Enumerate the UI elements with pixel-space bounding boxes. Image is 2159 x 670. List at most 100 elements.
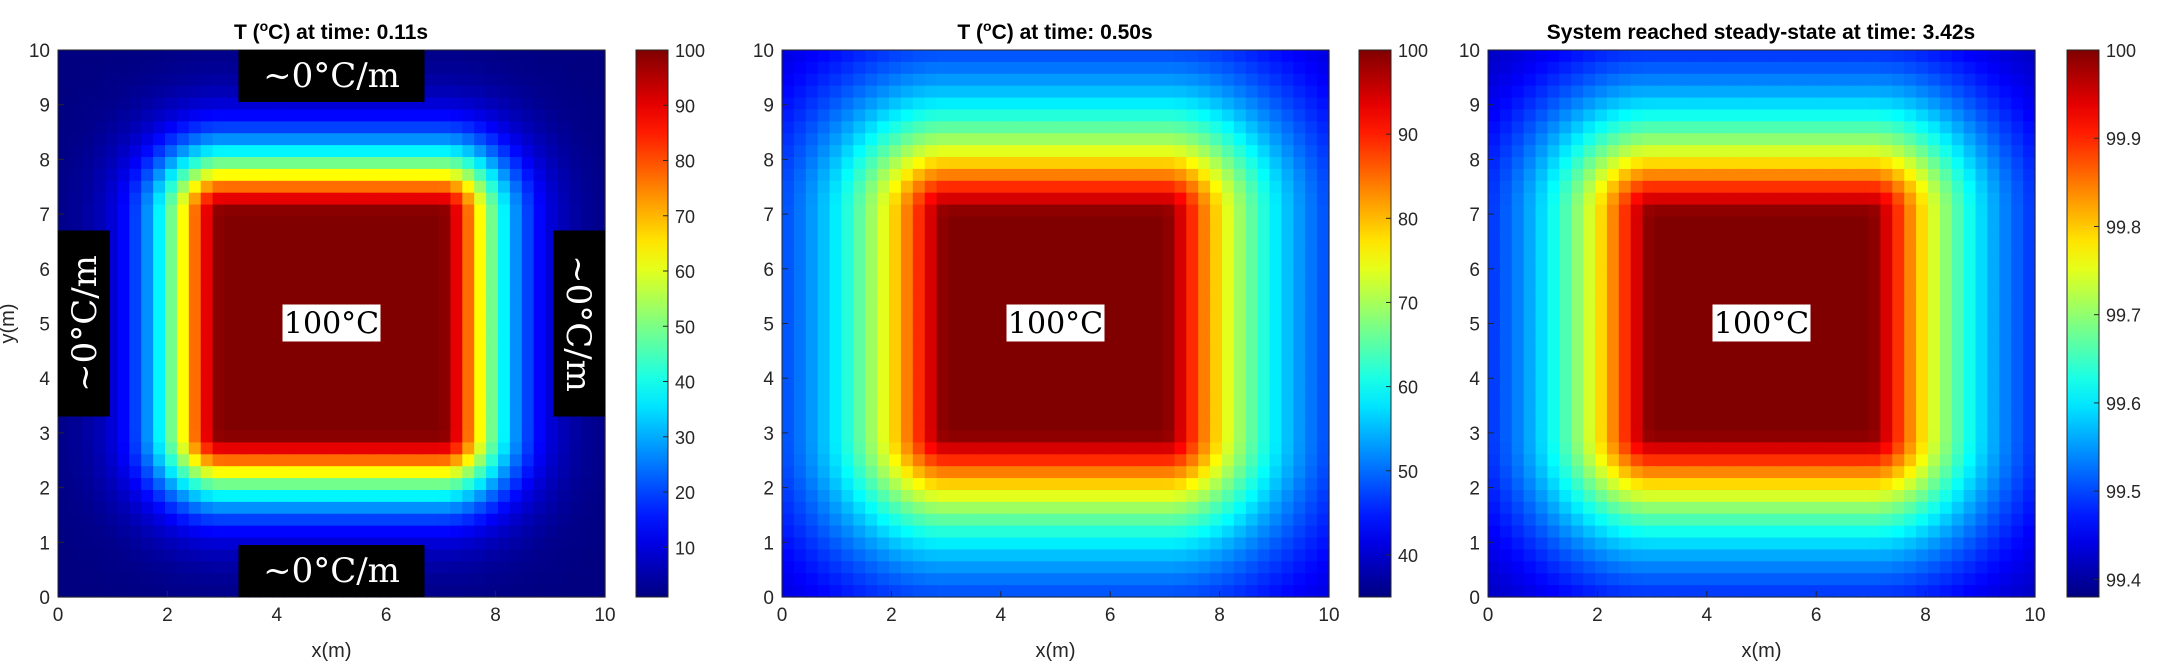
heatmap-cell [912, 323, 926, 336]
heatmap-cell [426, 430, 440, 444]
heatmap-cell [176, 359, 190, 372]
heatmap-cell [782, 406, 795, 420]
heatmap-cell [1233, 382, 1247, 396]
heatmap-cell [426, 573, 440, 586]
heatmap-cell [1269, 335, 1283, 348]
heatmap-cell [153, 430, 166, 444]
heatmap-cell [450, 585, 463, 598]
heatmap-cell [805, 275, 819, 289]
heatmap-cell [1174, 371, 1187, 384]
colorbar-tick-label: 10 [675, 538, 695, 558]
heatmap-cell [1293, 585, 1306, 598]
heatmap-cell [1138, 537, 1152, 551]
heatmap-cell [414, 204, 428, 218]
heatmap-cell [1987, 157, 2000, 170]
heatmap-cell [58, 145, 71, 158]
heatmap-cell [1233, 489, 1247, 503]
heatmap-cell [1583, 97, 1596, 111]
heatmap-cell [129, 513, 142, 527]
heatmap-cell [1916, 192, 1929, 206]
heatmap-cell [569, 513, 582, 527]
heatmap-cell [972, 466, 985, 479]
heatmap-cell [272, 109, 285, 122]
heatmap-cell [1511, 192, 1525, 206]
heatmap-cell [1174, 204, 1187, 218]
heatmap-cell [81, 489, 95, 503]
colorbar-tick-label: 30 [675, 428, 695, 448]
heatmap-cell [224, 85, 237, 99]
heatmap-cell [782, 442, 795, 455]
heatmap-cell [331, 109, 344, 122]
heatmap-cell [81, 109, 95, 122]
x-axis-label: x(m) [1036, 640, 1076, 662]
heatmap-cell [805, 525, 819, 539]
heatmap-cell [236, 228, 249, 241]
heatmap-cell [319, 287, 333, 301]
heatmap-cell [212, 157, 226, 170]
heatmap-cell [1523, 192, 1537, 206]
heatmap-cell [367, 275, 380, 289]
heatmap-cell [188, 264, 202, 277]
heatmap-cell [829, 299, 843, 313]
heatmap-cell [367, 180, 380, 194]
heatmap-cell [817, 430, 831, 444]
heatmap-cell [283, 180, 297, 194]
heatmap-cell [900, 204, 914, 218]
heatmap-cell [141, 573, 154, 586]
heatmap-cell [402, 430, 416, 444]
heatmap-cell [900, 109, 914, 122]
heatmap-cell [1174, 525, 1187, 539]
heatmap-cell [996, 454, 1009, 467]
heatmap-cell [1868, 133, 1882, 146]
heatmap-cell [474, 287, 487, 301]
heatmap-cell [1939, 192, 1953, 206]
heatmap-cell [355, 216, 368, 229]
heatmap-cell [58, 97, 71, 111]
heatmap-cell [1079, 466, 1092, 479]
heatmap-cell [379, 157, 392, 170]
heatmap-cell [1880, 157, 1893, 170]
heatmap-cell [996, 121, 1009, 134]
heatmap-cell [924, 109, 938, 122]
heatmap-cell [1880, 61, 1893, 75]
heatmap-cell [853, 133, 866, 146]
heatmap-cell [224, 168, 237, 182]
heatmap-cell [1595, 73, 1608, 87]
heatmap-cell [283, 145, 297, 158]
heatmap-cell [900, 168, 914, 182]
heatmap-cell [1987, 121, 2000, 134]
heatmap-cell [93, 85, 107, 99]
heatmap-cell [1043, 61, 1057, 75]
heatmap-cell [948, 228, 961, 241]
heatmap-cell [462, 382, 475, 396]
heatmap-cell [936, 252, 950, 265]
heatmap-cell [188, 204, 202, 218]
heatmap-cell [1523, 109, 1537, 122]
heatmap-cell [521, 394, 535, 408]
heatmap-cell [912, 454, 926, 467]
heatmap-cell [865, 133, 878, 146]
heatmap-cell [81, 525, 95, 539]
heatmap-cell [379, 228, 392, 241]
heatmap-cell [936, 264, 950, 277]
heatmap-cell [1571, 61, 1584, 75]
heatmap-cell [402, 382, 416, 396]
heatmap-cell [1293, 97, 1306, 111]
heatmap-cell [200, 252, 214, 265]
heatmap-cell [545, 73, 559, 87]
heatmap-cell [1606, 180, 1620, 194]
heatmap-cell [1162, 418, 1176, 432]
heatmap-cell [260, 525, 273, 539]
heatmap-cell [1150, 109, 1164, 122]
heatmap-cell [1257, 204, 1271, 218]
heatmap-cell [829, 180, 843, 194]
heatmap-cell [1975, 145, 1989, 158]
heatmap-cell [1583, 85, 1596, 99]
heatmap-cell [1114, 264, 1128, 277]
heatmap-cell [841, 168, 854, 182]
heatmap-cell [58, 466, 71, 479]
heatmap-cell [1138, 561, 1152, 574]
heatmap-cell [782, 394, 795, 408]
heatmap-cell [474, 216, 487, 229]
heatmap-cell [1210, 97, 1223, 111]
